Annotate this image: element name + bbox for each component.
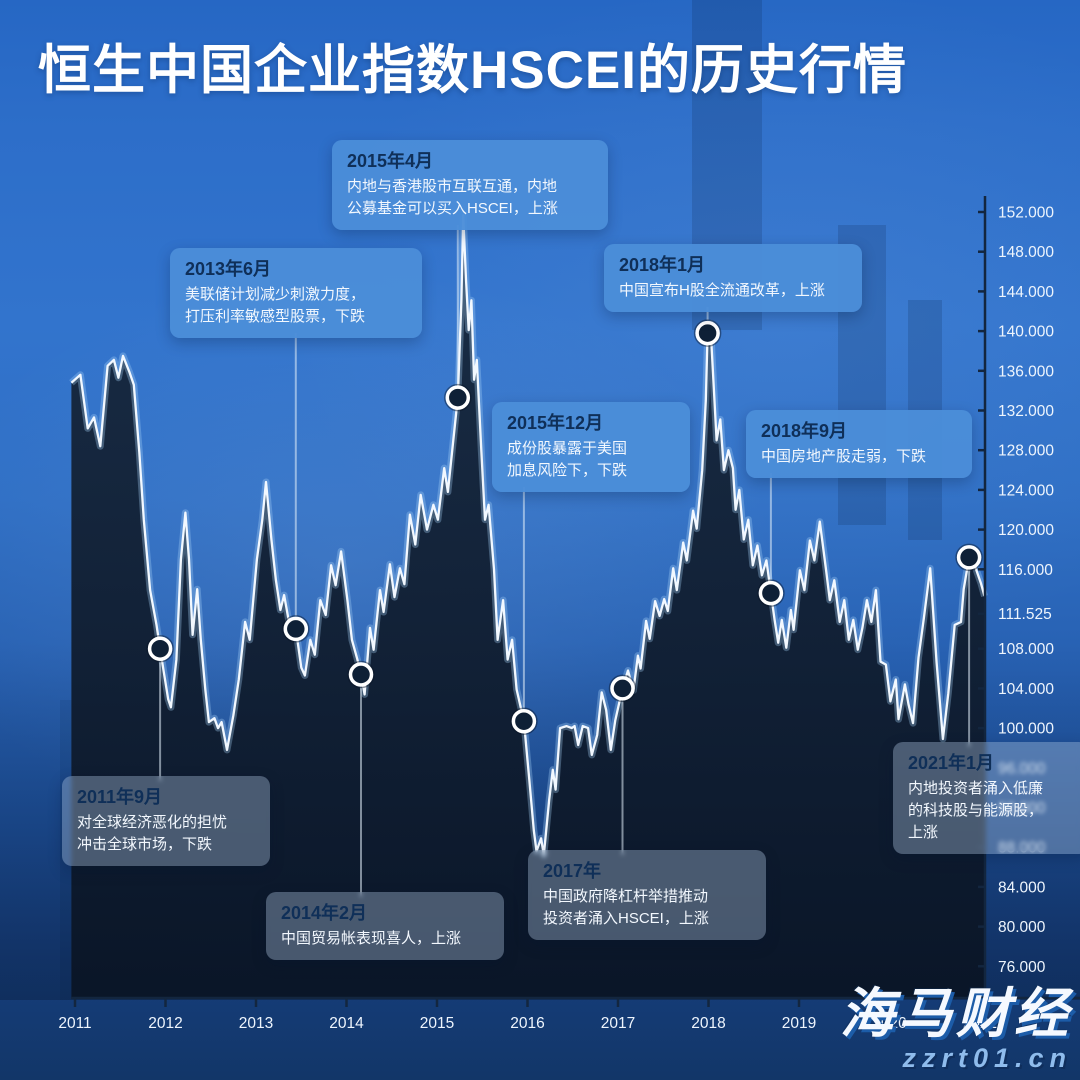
y-tick-label: 108.000 (998, 641, 1054, 658)
y-tick-label: 148.000 (998, 244, 1054, 261)
x-tick-label: 2021 (963, 1015, 997, 1032)
y-tick-label: 140.000 (998, 324, 1054, 341)
annotation-text: 中国房地产股走弱，下跌 (761, 448, 927, 466)
event-marker (146, 634, 174, 663)
annotation-text: 中国政府降杠杆举措推动 投资者涌入HSCEI，上涨 (543, 888, 709, 928)
y-tick-label: 144.000 (998, 284, 1054, 301)
annotation-text: 美联储计划减少刺激力度， 打压利率敏感型股票，下跌 (185, 286, 366, 326)
annotation-text: 中国宣布H股全流通改革，上涨 (619, 282, 825, 300)
annotation-date: 2018年9月 (761, 421, 848, 441)
annotation-2018-09: 2018年9月 中国房地产股走弱，下跌 (746, 410, 972, 479)
y-tick-label: 128.000 (998, 443, 1054, 460)
annotation-2015-12: 2015年12月 成份股暴露于美国 加息风险下，下跌 (492, 402, 690, 492)
y-tick-label: 120.000 (998, 522, 1054, 539)
area-series (71, 215, 985, 998)
annotation-2018-01: 2018年1月 中国宣布H股全流通改革，上涨 (604, 244, 862, 313)
annotation-2015-04: 2015年4月 内地与香港股市互联互通，内地 公募基金可以买入HSCEI，上涨 (332, 140, 608, 230)
event-marker (955, 543, 983, 572)
x-tick-label: 2011 (58, 1015, 91, 1032)
event-marker (608, 674, 637, 703)
y-tick-label: 152.000 (998, 205, 1054, 222)
watermark: 海马财经 zzrt01.cn (840, 987, 1072, 1074)
annotation-text: 内地投资者涌入低廉 的科技股与能源股， 上涨 (908, 780, 1044, 841)
annotation-date: 2015年12月 (507, 413, 604, 433)
y-tick-label: 136.000 (998, 363, 1054, 380)
annotation-text: 中国贸易帐表现喜人，上涨 (281, 930, 462, 948)
page-title: 恒生中国企业指数HSCEI的历史行情 (38, 41, 907, 100)
annotation-text: 成份股暴露于美国 加息风险下，下跌 (507, 440, 628, 480)
y-tick-label: 100.000 (998, 721, 1054, 738)
y-tick-label: 116.000 (998, 562, 1053, 579)
x-tick-label: 2019 (782, 1015, 816, 1032)
event-marker (510, 707, 538, 735)
y-tick-label: 132.000 (998, 403, 1054, 420)
annotation-date: 2011年9月 (77, 787, 163, 807)
annotation-2014-02: 2014年2月 中国贸易帐表现喜人，上涨 (266, 892, 504, 961)
watermark-site: zzrt01.cn (902, 1043, 1072, 1073)
annotation-date: 2014年2月 (281, 903, 368, 923)
annotation-2017: 2017年 中国政府降杠杆举措推动 投资者涌入HSCEI，上涨 (528, 850, 766, 940)
connector-lines (159, 225, 971, 897)
x-axis: 2011 2012 2013 2014 2015 2016 2017 2018 2019 2020… (58, 996, 1080, 1032)
y-axis: 152.000 148.000 144.000 140.000 136.000 132.0… (978, 196, 1054, 998)
event-marker (347, 660, 375, 689)
y-tick-label: 76.000 (998, 959, 1046, 976)
x-tick-label: 2012 (148, 1015, 182, 1032)
annotation-date: 2021年1月 (908, 753, 995, 773)
annotation-text: 内地与香港股市互联互通，内地 公募基金可以买入HSCEI，上涨 (347, 178, 558, 218)
x-tick-label: 2015 (420, 1015, 454, 1032)
x-tick-label: 2018 (691, 1015, 725, 1032)
x-tick-label: 2014 (329, 1015, 364, 1032)
y-tick-label: 111.525 (998, 606, 1052, 623)
annotation-2011-09: 2011年9月 对全球经济恶化的担忧 冲击全球市场，下跌 (62, 776, 270, 866)
annotation-2013-06: 2013年6月 美联储计划减少刺激力度， 打压利率敏感型股票，下跌 (170, 248, 422, 338)
x-tick-label: 2016 (510, 1015, 544, 1032)
watermark-brand: 海马财经 (840, 984, 1072, 1044)
event-marker (282, 615, 310, 643)
event-markers (146, 319, 983, 735)
annotation-date: 2017年 (543, 861, 602, 881)
y-tick-label: 104.000 (998, 681, 1054, 698)
y-tick-label: 80.000 (998, 919, 1046, 936)
event-marker (757, 579, 785, 607)
x-tick-label: 2013 (239, 1015, 273, 1032)
y-tick-label: 84.000 (998, 879, 1046, 896)
annotation-text: 对全球经济恶化的担忧 冲击全球市场，下跌 (77, 814, 228, 854)
x-tick-label: 2020 (872, 1015, 907, 1032)
event-marker (444, 383, 472, 412)
y-tick-label: 124.000 (998, 482, 1054, 499)
annotation-2021-01: 2021年1月 内地投资者涌入低廉 的科技股与能源股， 上涨 (893, 742, 1080, 854)
event-marker (693, 319, 722, 347)
annotation-date: 2015年4月 (347, 151, 434, 171)
x-tick-label: 2017 (601, 1015, 635, 1032)
annotation-date: 2013年6月 (185, 259, 272, 279)
annotation-date: 2018年1月 (619, 255, 706, 275)
